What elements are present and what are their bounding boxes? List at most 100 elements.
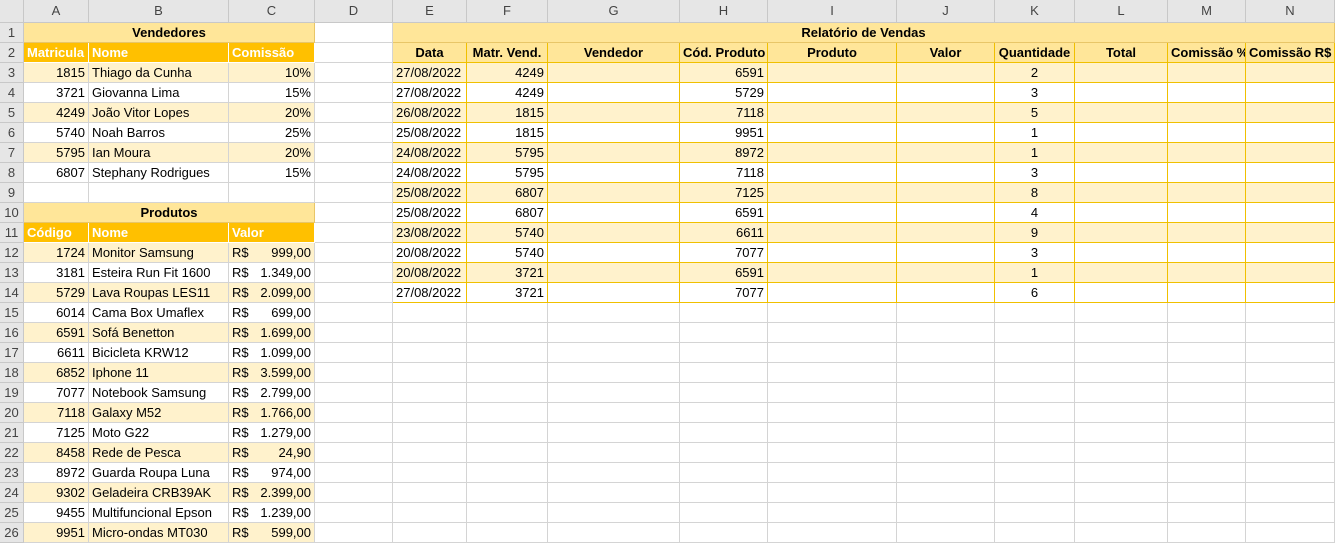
produtos-header[interactable]: Nome: [89, 223, 229, 243]
grid-cell[interactable]: [897, 483, 995, 503]
table-cell[interactable]: [1246, 163, 1335, 183]
grid-cell[interactable]: [897, 463, 995, 483]
table-cell[interactable]: 5729: [24, 283, 89, 303]
grid-cell[interactable]: [467, 443, 548, 463]
grid-cell[interactable]: [680, 383, 768, 403]
grid-cell[interactable]: [393, 303, 467, 323]
grid-cell[interactable]: [1075, 303, 1168, 323]
table-cell[interactable]: [768, 223, 897, 243]
table-cell[interactable]: 25/08/2022: [393, 183, 467, 203]
table-cell[interactable]: 1724: [24, 243, 89, 263]
row-header[interactable]: 4: [0, 83, 24, 103]
table-cell[interactable]: 8458: [24, 443, 89, 463]
table-cell[interactable]: 23/08/2022: [393, 223, 467, 243]
grid-cell[interactable]: [1168, 403, 1246, 423]
table-cell[interactable]: [548, 123, 680, 143]
table-cell[interactable]: 6852: [24, 363, 89, 383]
row-header[interactable]: 15: [0, 303, 24, 323]
column-header[interactable]: I: [768, 0, 897, 23]
row-header[interactable]: 13: [0, 263, 24, 283]
relatorio-header[interactable]: Valor: [897, 43, 995, 63]
grid-cell[interactable]: [1168, 443, 1246, 463]
table-cell[interactable]: Stephany Rodrigues: [89, 163, 229, 183]
grid-cell[interactable]: [315, 463, 393, 483]
grid-cell[interactable]: [1075, 323, 1168, 343]
row-header[interactable]: 14: [0, 283, 24, 303]
table-cell[interactable]: 8: [995, 183, 1075, 203]
grid-cell[interactable]: [315, 83, 393, 103]
row-header[interactable]: 24: [0, 483, 24, 503]
table-cell[interactable]: 20/08/2022: [393, 243, 467, 263]
grid-cell[interactable]: [897, 323, 995, 343]
table-cell[interactable]: [548, 183, 680, 203]
grid-cell[interactable]: [315, 303, 393, 323]
table-cell[interactable]: 6807: [467, 203, 548, 223]
table-cell[interactable]: Ian Moura: [89, 143, 229, 163]
table-cell[interactable]: 3: [995, 243, 1075, 263]
table-cell[interactable]: [897, 203, 995, 223]
grid-cell[interactable]: [1246, 423, 1335, 443]
grid-cell[interactable]: [1246, 483, 1335, 503]
grid-cell[interactable]: [1246, 323, 1335, 343]
grid-cell[interactable]: [393, 383, 467, 403]
table-cell[interactable]: Guarda Roupa Luna: [89, 463, 229, 483]
table-cell[interactable]: Monitor Samsung: [89, 243, 229, 263]
table-cell[interactable]: [1246, 283, 1335, 303]
row-header[interactable]: 7: [0, 143, 24, 163]
grid-cell[interactable]: [680, 343, 768, 363]
grid-cell[interactable]: [467, 383, 548, 403]
table-cell[interactable]: 4249: [467, 83, 548, 103]
grid-cell[interactable]: [680, 503, 768, 523]
grid-cell[interactable]: [680, 403, 768, 423]
table-cell[interactable]: 7118: [680, 163, 768, 183]
table-cell[interactable]: [548, 263, 680, 283]
grid-cell[interactable]: [995, 343, 1075, 363]
table-cell[interactable]: 15%: [229, 83, 315, 103]
row-header[interactable]: 22: [0, 443, 24, 463]
row-header[interactable]: 2: [0, 43, 24, 63]
table-cell[interactable]: Lava Roupas LES11: [89, 283, 229, 303]
table-cell[interactable]: [1075, 263, 1168, 283]
vendedores-header[interactable]: Matricula: [24, 43, 89, 63]
table-cell[interactable]: [548, 83, 680, 103]
grid-cell[interactable]: [995, 303, 1075, 323]
grid-cell[interactable]: [393, 403, 467, 423]
table-cell[interactable]: [548, 63, 680, 83]
table-cell[interactable]: 6591: [680, 63, 768, 83]
grid-cell[interactable]: [768, 343, 897, 363]
table-cell[interactable]: 6807: [467, 183, 548, 203]
grid-cell[interactable]: [548, 403, 680, 423]
table-cell[interactable]: [897, 263, 995, 283]
grid-cell[interactable]: [1168, 363, 1246, 383]
grid-cell[interactable]: [467, 423, 548, 443]
price-cell[interactable]: R$ 1.349,00: [229, 263, 315, 283]
grid-cell[interactable]: [393, 423, 467, 443]
row-header[interactable]: 6: [0, 123, 24, 143]
grid-cell[interactable]: [548, 483, 680, 503]
row-header[interactable]: 3: [0, 63, 24, 83]
table-cell[interactable]: [1075, 163, 1168, 183]
price-cell[interactable]: R$ 2.099,00: [229, 283, 315, 303]
grid-cell[interactable]: [995, 483, 1075, 503]
column-header[interactable]: B: [89, 0, 229, 23]
grid-cell[interactable]: [1246, 463, 1335, 483]
row-header[interactable]: 8: [0, 163, 24, 183]
table-cell[interactable]: [1075, 83, 1168, 103]
table-cell[interactable]: [1075, 103, 1168, 123]
price-cell[interactable]: R$ 999,00: [229, 243, 315, 263]
table-cell[interactable]: 3181: [24, 263, 89, 283]
grid-cell[interactable]: [315, 63, 393, 83]
table-cell[interactable]: [548, 243, 680, 263]
row-header[interactable]: 11: [0, 223, 24, 243]
grid-cell[interactable]: [315, 223, 393, 243]
table-cell[interactable]: 7125: [24, 423, 89, 443]
grid-cell[interactable]: [680, 363, 768, 383]
grid-cell[interactable]: [548, 503, 680, 523]
row-header[interactable]: 10: [0, 203, 24, 223]
table-cell[interactable]: 27/08/2022: [393, 283, 467, 303]
price-cell[interactable]: R$ 974,00: [229, 463, 315, 483]
grid-cell[interactable]: [768, 523, 897, 543]
grid-cell[interactable]: [1075, 523, 1168, 543]
table-cell[interactable]: 6014: [24, 303, 89, 323]
grid-cell[interactable]: [548, 423, 680, 443]
